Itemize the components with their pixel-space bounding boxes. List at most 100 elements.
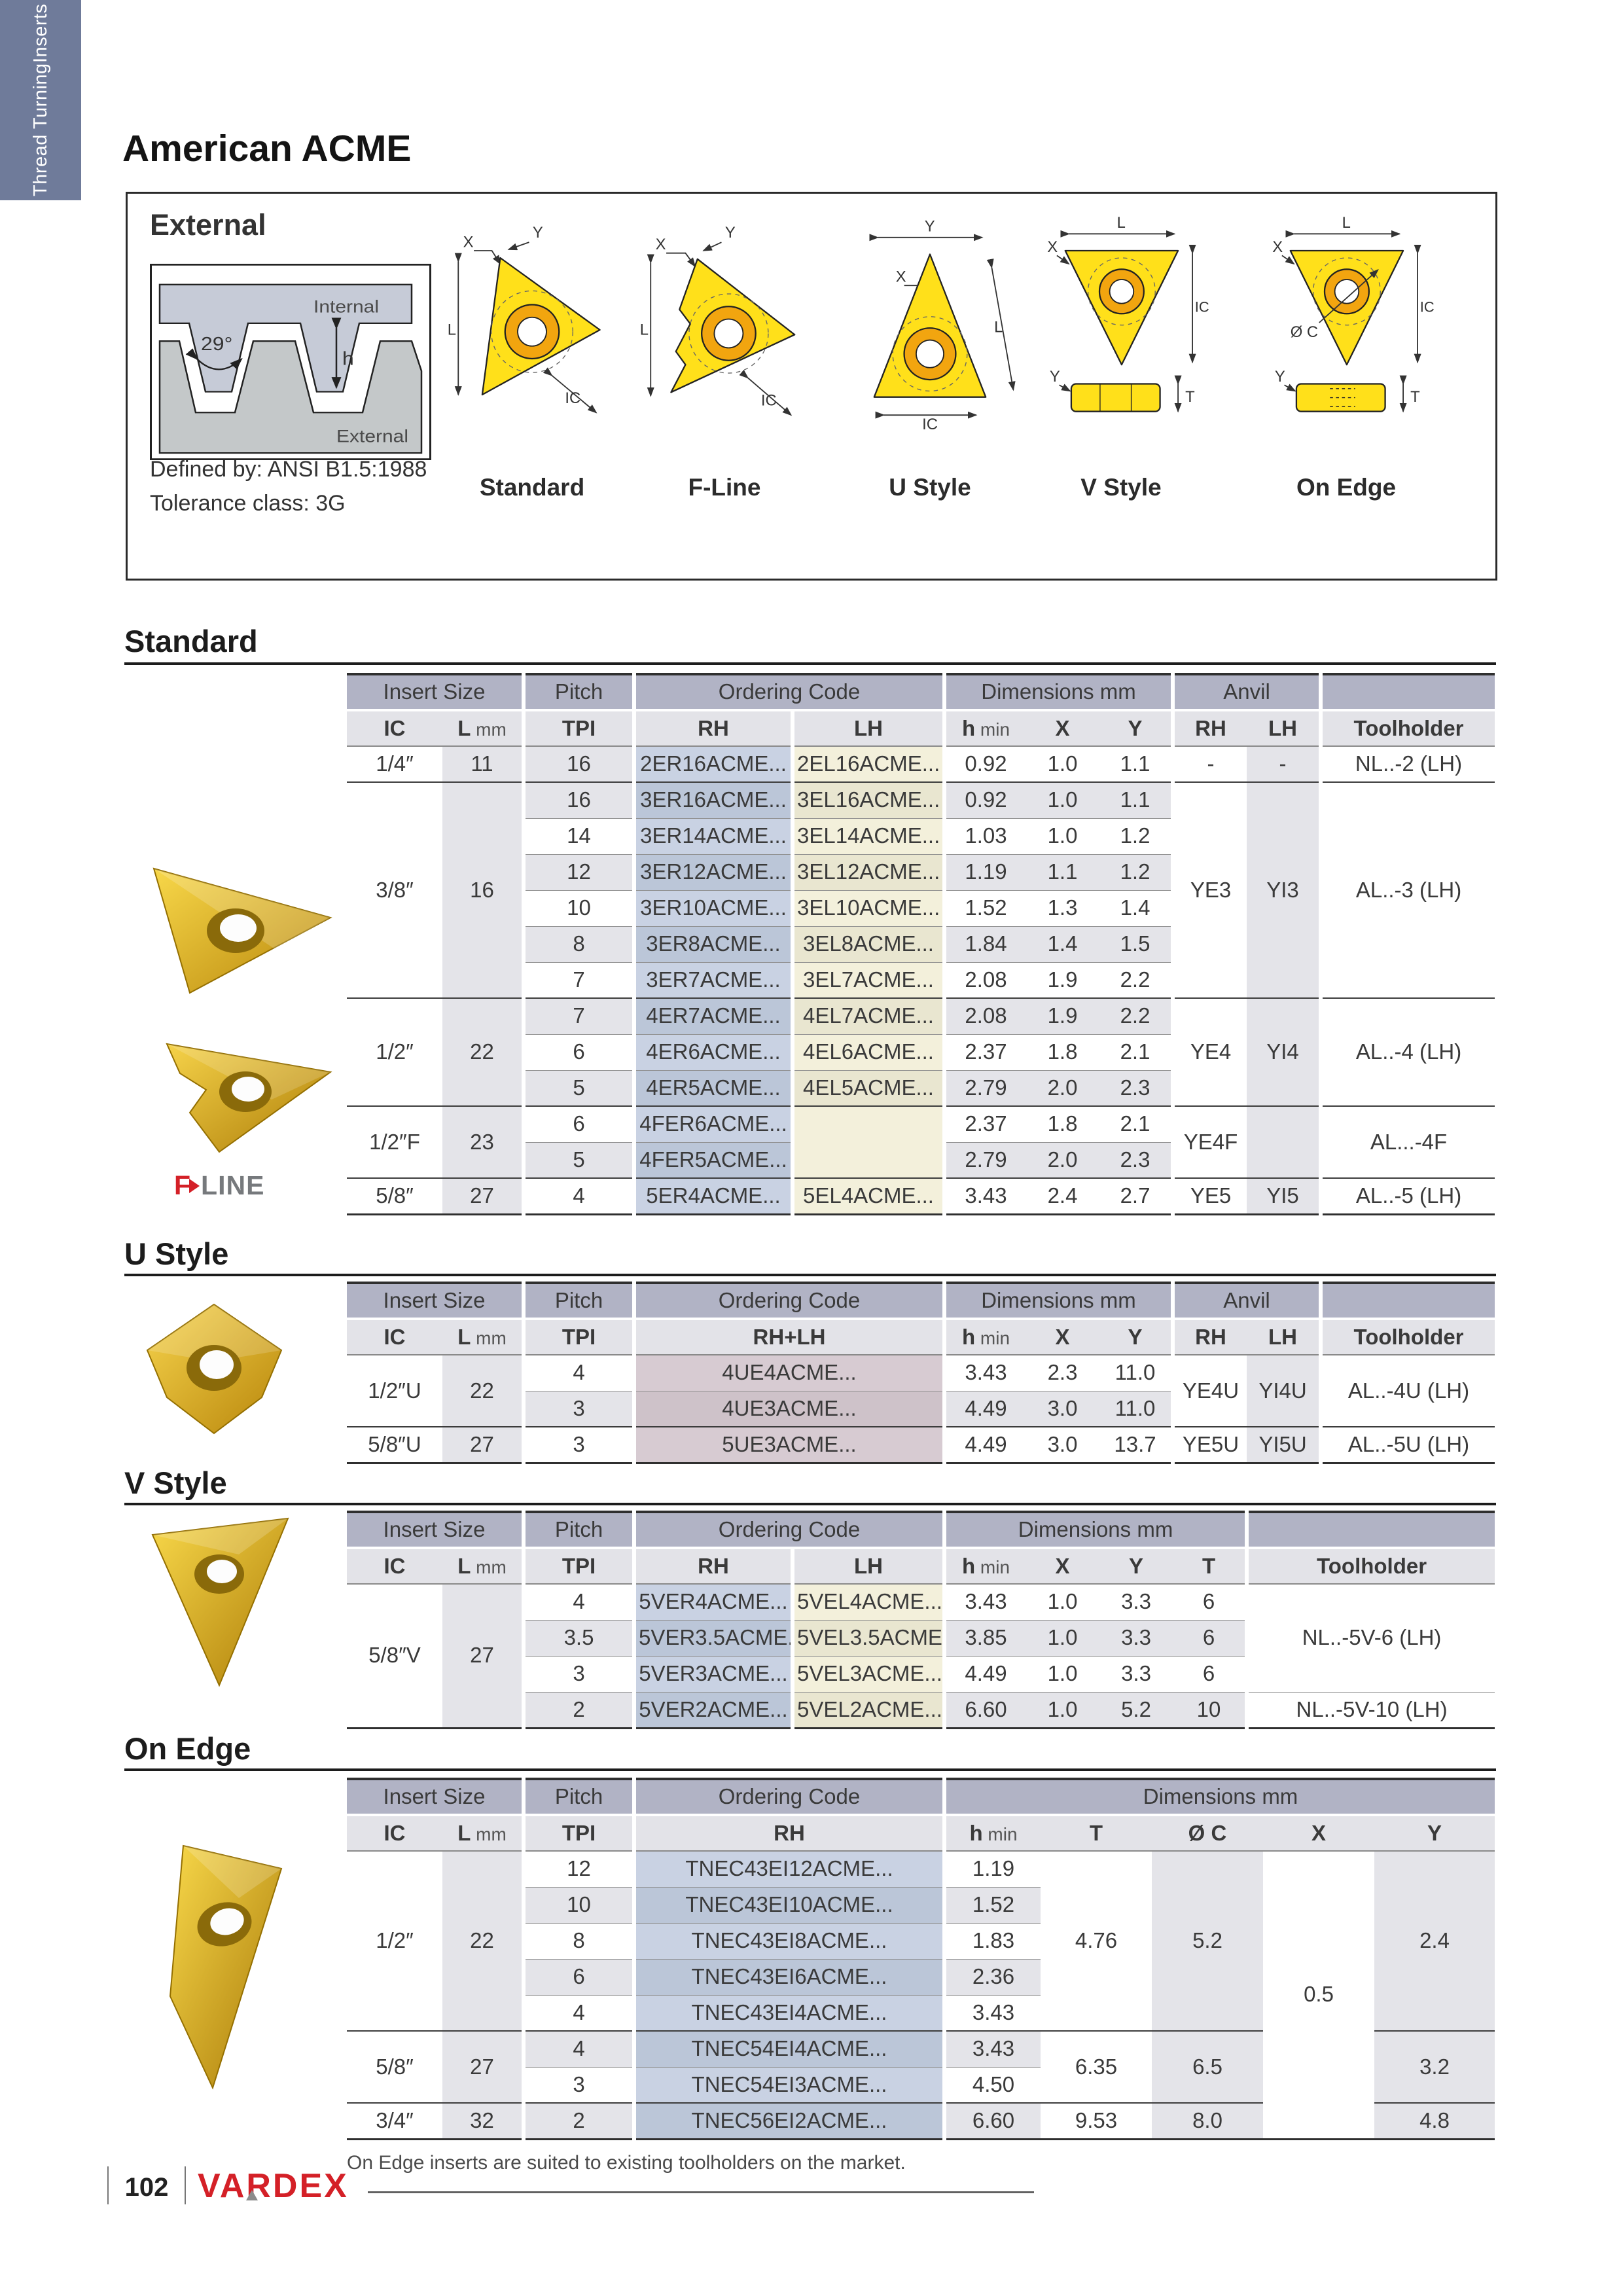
- cell-rh: 3ER10ACME...: [632, 889, 793, 926]
- cell-rh: 3ER7ACME...: [632, 961, 793, 998]
- dim-ic: IC: [1195, 299, 1209, 315]
- cell-rh: 3ER8ACME...: [632, 925, 793, 962]
- cell-lh: 5EL4ACME...: [790, 1177, 945, 1214]
- cell-hmin: 1.52: [942, 1886, 1041, 1923]
- sidebar-line-2: Inserts: [30, 3, 51, 63]
- dim-l: L: [1117, 215, 1126, 232]
- cell-tpi: 14: [522, 817, 634, 854]
- cell-hmin: 1.19: [942, 1851, 1041, 1887]
- cell-y: 1.2: [1099, 817, 1173, 854]
- cell-t: 6: [1173, 1584, 1247, 1620]
- cell-rh: TNEC43EI10ACME...: [632, 1886, 944, 1923]
- cell-oc: 8.0: [1152, 2102, 1263, 2139]
- standard-table: Insert Size Pitch Ordering Code Dimensions …: [347, 673, 1495, 1215]
- col-header: h min: [942, 1815, 1041, 1852]
- external-heading: External: [150, 208, 266, 242]
- cell-anvil-rh: YE5U: [1171, 1426, 1247, 1463]
- dim-l: L: [448, 321, 456, 338]
- insert-photo-vstyle: [151, 1517, 289, 1687]
- col-header: RH: [632, 710, 793, 747]
- cell-tpi: 5: [522, 1141, 634, 1178]
- cell-lh: [790, 1105, 945, 1178]
- cell-lh: 3EL14ACME...: [790, 817, 945, 854]
- cell-ic: 5/8″V: [347, 1584, 442, 1728]
- cell-hmin: 4.49: [942, 1390, 1026, 1427]
- cell-x: 1.8: [1026, 1033, 1100, 1070]
- ustyle-rule: [124, 1274, 1496, 1276]
- col-header: IC: [347, 1815, 442, 1852]
- cell-rh: TNEC54EI3ACME...: [632, 2066, 944, 2103]
- cell-x: 2.4: [1026, 1177, 1100, 1214]
- standard-heading: Standard: [124, 624, 258, 658]
- external-label: External: [336, 427, 408, 446]
- cell-hmin: 0.92: [942, 781, 1026, 818]
- cell-y: 11.0: [1099, 1355, 1173, 1391]
- cell-y: 11.0: [1099, 1390, 1173, 1427]
- cell-x: 3.0: [1026, 1390, 1099, 1427]
- figure-caption-onedge: On Edge: [1296, 474, 1397, 501]
- col-header: Toolholder: [1319, 1319, 1495, 1355]
- cell-tpi: 6: [522, 1105, 634, 1142]
- cell-tpi: 12: [522, 1851, 634, 1887]
- cell-x: 1.4: [1026, 925, 1100, 962]
- cell-rh: 5VER3.5ACME...: [632, 1619, 793, 1656]
- col-header: RH: [1171, 710, 1247, 747]
- cell-ic: 5/8″U: [347, 1426, 442, 1463]
- cell-x: 1.0: [1026, 817, 1100, 854]
- col-header: Y: [1099, 710, 1173, 747]
- cell-y: 3.2: [1374, 2030, 1495, 2103]
- cell-ic: 5/8″: [347, 1177, 442, 1214]
- group-header: Insert Size: [347, 1779, 524, 1816]
- cell-tpi: 8: [522, 925, 634, 962]
- cell-l: 16: [442, 781, 524, 998]
- dim-ic: IC: [1420, 299, 1435, 315]
- cell-rh: 4ER5ACME...: [632, 1069, 793, 1106]
- cell-oc: 5.2: [1152, 1851, 1263, 2031]
- cell-hmin: 4.49: [942, 1426, 1026, 1463]
- cell-tpi: 3.5: [522, 1619, 634, 1656]
- group-header: [1319, 1283, 1495, 1320]
- page-number: 102: [124, 2173, 169, 2202]
- col-header: X: [1026, 710, 1100, 747]
- cell-anvil-rh: YE4F: [1171, 1105, 1247, 1178]
- cell-anvil-lh: YI3: [1247, 781, 1321, 998]
- cell-hmin: 1.84: [942, 925, 1026, 962]
- footer-divider-right: [185, 2166, 186, 2204]
- col-header: TPI: [522, 710, 634, 747]
- cell-x: 1.0: [1026, 781, 1100, 818]
- cell-hmin: 1.19: [942, 853, 1026, 890]
- col-header: Y: [1099, 1548, 1173, 1585]
- group-header: [1319, 674, 1495, 711]
- cell-rhlh: 4UE4ACME...: [632, 1355, 944, 1391]
- group-header: Pitch: [522, 1283, 634, 1320]
- cell-tpi: 3: [522, 1655, 634, 1692]
- cell-x: 1.0: [1026, 1655, 1100, 1692]
- cell-l: 22: [442, 1851, 524, 2031]
- col-header: IC: [347, 1548, 442, 1585]
- cell-y: 2.1: [1099, 1033, 1173, 1070]
- cell-hmin: 4.50: [942, 2066, 1041, 2103]
- col-header: RH: [1171, 1319, 1247, 1355]
- vstyle-heading: V Style: [124, 1465, 227, 1500]
- insert-photo-standard: [152, 867, 332, 994]
- col-header: X: [1026, 1319, 1099, 1355]
- cell-anvil-lh: YI4: [1247, 997, 1321, 1106]
- cell-y: 2.7: [1099, 1177, 1173, 1214]
- cell-l: 32: [442, 2102, 524, 2139]
- cell-y: 3.3: [1099, 1619, 1173, 1656]
- sidebar-tab: Thread Turning Inserts: [0, 0, 81, 200]
- col-header: T: [1173, 1548, 1247, 1585]
- dim-x: X: [896, 268, 906, 286]
- cell-tpi: 8: [522, 1922, 634, 1959]
- cell-tpi: 4: [522, 2030, 634, 2067]
- vardex-wordmark: VARDEX: [198, 2167, 349, 2205]
- vstyle-table: Insert Size Pitch Ordering Code Dimensions …: [347, 1511, 1495, 1729]
- cell-y: 2.3: [1099, 1141, 1173, 1178]
- cell-x: 1.0: [1026, 746, 1100, 782]
- cell-y: 1.2: [1099, 853, 1173, 890]
- cell-lh: 3EL8ACME...: [790, 925, 945, 962]
- cell-x: 1.9: [1026, 997, 1100, 1034]
- drawing-fline: Y X L IC: [626, 215, 823, 431]
- cell-y: 2.1: [1099, 1105, 1173, 1142]
